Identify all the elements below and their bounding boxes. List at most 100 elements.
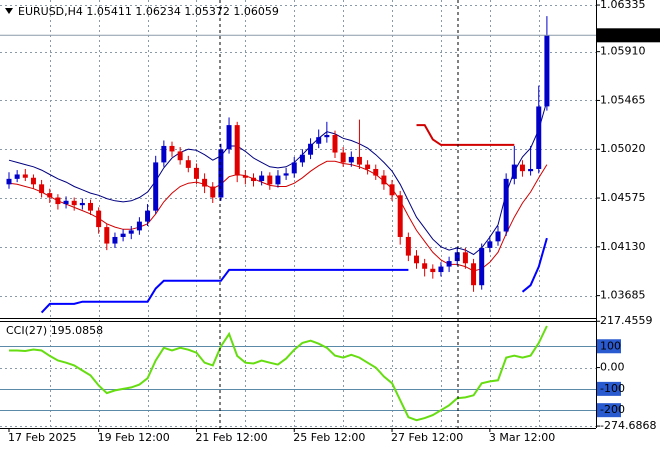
candle-body: [63, 200, 69, 205]
candle-body: [536, 106, 542, 169]
plot-layer: [0, 0, 596, 428]
candle-body: [356, 156, 362, 165]
candle-body: [414, 255, 419, 264]
candle-body: [332, 134, 338, 153]
candle-body: [251, 177, 256, 182]
candle-body: [185, 160, 191, 168]
candle-body: [503, 178, 509, 232]
candle-body: [519, 164, 525, 172]
level-label-box: [597, 339, 621, 354]
candle-body: [14, 174, 20, 179]
candle-body: [365, 164, 371, 169]
candle-body: [39, 184, 45, 194]
candle-body: [446, 261, 452, 267]
candle-body: [528, 168, 534, 172]
candle-body: [471, 263, 477, 286]
symbol: EURUSD,H4: [18, 5, 83, 18]
high: 1.06234: [135, 5, 181, 18]
candle-body: [283, 173, 289, 176]
close: 1.06059: [233, 5, 279, 18]
candle-body: [373, 168, 379, 176]
level-label-box: [597, 403, 621, 418]
candle-body: [275, 175, 281, 185]
candle-body: [454, 252, 460, 262]
y-tick-label: -100: [600, 382, 625, 395]
y-tick-label: -200: [600, 403, 625, 416]
indicator-value: 195.0858: [51, 324, 104, 337]
candle-body: [544, 35, 550, 107]
candle-body: [226, 125, 232, 150]
y-tick-label: 1.06335: [600, 0, 646, 11]
candle-body: [430, 268, 436, 273]
x-tick-label: 21 Feb 12:00: [195, 431, 267, 444]
candle-body: [242, 175, 248, 178]
candle-body: [112, 236, 118, 244]
y-tick-label: 1.03685: [600, 289, 646, 302]
level-label-box: [597, 381, 621, 396]
candle-body: [177, 151, 183, 161]
cci-line: [9, 325, 548, 422]
candle-body: [340, 152, 346, 163]
open: 1.05411: [86, 5, 132, 18]
candle-body: [193, 167, 199, 179]
y-tick-label: 1.05465: [600, 93, 646, 106]
y-tick-label: 1.04575: [600, 191, 646, 204]
indicator-title: CCI(27): [6, 324, 47, 337]
candle-body: [267, 175, 273, 185]
candle-body: [120, 233, 126, 237]
x-tick-label: 27 Feb 12:00: [391, 431, 463, 444]
candle-body: [202, 178, 208, 187]
candle-body: [299, 154, 305, 163]
candle-body: [348, 156, 354, 163]
candle-body: [381, 175, 387, 185]
candle-body: [169, 145, 175, 152]
candle-body: [422, 263, 428, 269]
candle-body: [210, 186, 216, 198]
candle-body: [96, 210, 102, 228]
x-tick-label: 3 Mar 12:00: [489, 431, 555, 444]
candle-body: [405, 236, 411, 256]
y-tick-label: 1.04130: [600, 240, 646, 253]
candle-body: [397, 195, 403, 237]
candle-body: [324, 134, 330, 138]
candle-body: [259, 175, 265, 182]
y-tick-label: -274.6868: [600, 419, 656, 432]
y-tick-label: 217.4559: [600, 314, 653, 327]
indicator-header: CCI(27) 195.0858: [6, 324, 103, 337]
candle-body: [511, 164, 517, 179]
candle-body: [291, 162, 297, 174]
y-tick-label: 100: [600, 339, 621, 352]
candle-body: [128, 230, 134, 234]
candle-body: [316, 137, 322, 144]
x-tick-label: 25 Feb 12:00: [293, 431, 365, 444]
candle-body: [6, 178, 12, 185]
candle-body: [22, 174, 28, 178]
collapse-icon[interactable]: [5, 8, 13, 14]
indicator-line: [40, 237, 548, 314]
chart-header: EURUSD,H4 1.05411 1.06234 1.05372 1.0605…: [18, 5, 279, 18]
candle-body: [104, 227, 110, 244]
candle-body: [153, 162, 159, 211]
current-price-label: 1.06059: [602, 28, 648, 41]
candle-body: [438, 266, 444, 273]
y-tick-label: 0.00: [600, 361, 625, 374]
candle-body: [495, 231, 501, 242]
current-price-box: [597, 28, 660, 43]
indicator-line: [416, 124, 515, 146]
x-tick-label: 19 Feb 12:00: [98, 431, 170, 444]
y-tick-label: 1.05910: [600, 45, 646, 58]
candle-body: [47, 193, 53, 198]
candle-body: [161, 145, 167, 163]
candle-body: [462, 252, 468, 264]
candle-body: [79, 202, 85, 206]
candle-body: [136, 221, 142, 231]
x-tick-label: 17 Feb 2025: [8, 431, 76, 444]
candle-body: [88, 202, 93, 211]
y-tick-label: 1.05020: [600, 142, 646, 155]
candle-body: [389, 184, 395, 196]
candle-body: [145, 210, 151, 222]
candle-body: [218, 149, 224, 198]
candle-body: [30, 177, 36, 185]
